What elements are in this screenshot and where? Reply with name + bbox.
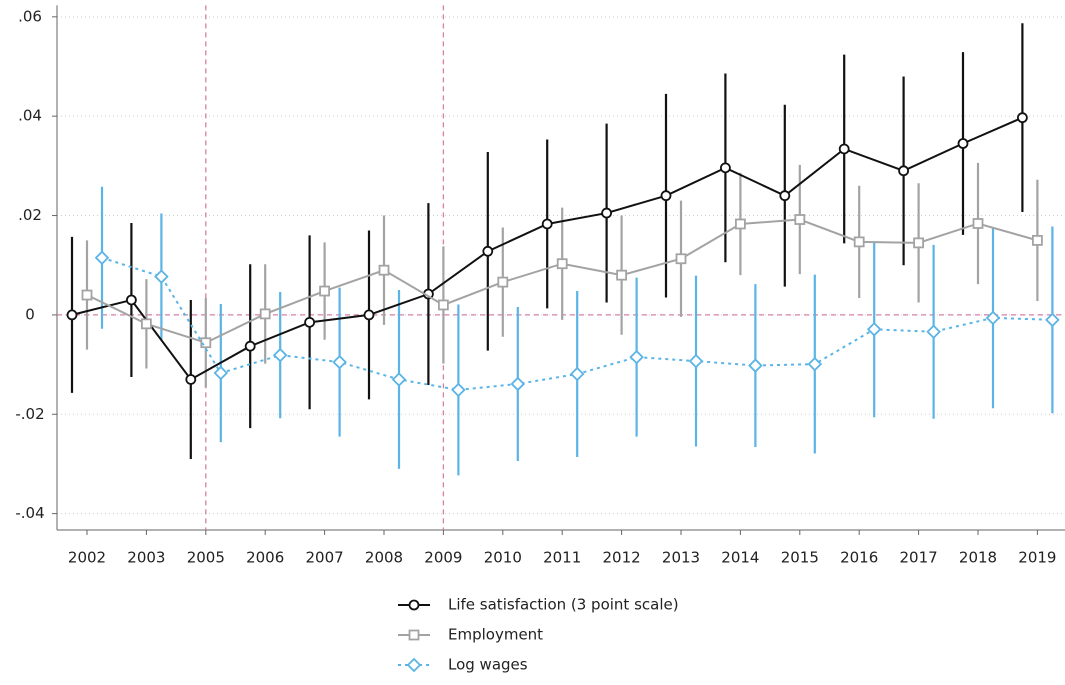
x-tick-label: 2013 xyxy=(662,549,700,567)
data-point xyxy=(748,358,763,373)
data-point xyxy=(94,250,110,266)
data-point xyxy=(866,322,882,337)
x-tick-label: 2008 xyxy=(365,549,403,567)
y-tick-label: .02 xyxy=(18,206,42,224)
data-point xyxy=(660,190,672,202)
data-point xyxy=(688,353,704,369)
data-point xyxy=(497,276,509,288)
data-point xyxy=(272,347,288,363)
x-tick-label: 2002 xyxy=(68,549,106,567)
data-point xyxy=(154,269,169,284)
data-point xyxy=(794,214,806,225)
data-point xyxy=(81,289,93,301)
legend-label: Employment xyxy=(448,626,543,644)
data-point xyxy=(332,354,347,370)
legend-marker xyxy=(406,657,422,673)
x-tick-label: 2015 xyxy=(781,549,819,567)
legend-label: Life satisfaction (3 point scale) xyxy=(448,596,679,614)
y-tick-label: .06 xyxy=(18,7,42,25)
x-tick-label: 2003 xyxy=(127,549,165,567)
data-point xyxy=(259,308,271,320)
data-point xyxy=(898,165,909,177)
x-tick-label: 2019 xyxy=(1018,549,1056,567)
x-tick-label: 2005 xyxy=(187,549,225,567)
data-point xyxy=(510,376,526,392)
data-point xyxy=(957,138,969,149)
y-tick-label: .04 xyxy=(18,107,42,125)
data-point xyxy=(541,218,553,230)
data-point xyxy=(244,340,256,352)
data-point xyxy=(735,218,746,230)
x-tick-label: 2006 xyxy=(246,549,284,567)
data-point xyxy=(913,237,924,249)
legend-label: Log wages xyxy=(448,656,528,674)
data-point xyxy=(378,264,390,276)
data-point xyxy=(125,294,137,306)
x-tick-label: 2007 xyxy=(306,549,344,567)
data-point xyxy=(569,366,585,382)
data-point xyxy=(556,258,568,270)
data-point xyxy=(985,310,1001,326)
x-tick-label: 2017 xyxy=(900,549,938,567)
data-point xyxy=(200,337,212,349)
data-point xyxy=(185,374,197,385)
y-tick-label: -.04 xyxy=(15,504,44,522)
data-point xyxy=(779,190,791,202)
x-tick-label: 2012 xyxy=(603,549,641,567)
x-tick-label: 2016 xyxy=(840,549,878,567)
x-tick-label: 2009 xyxy=(424,549,462,567)
data-point xyxy=(66,309,78,321)
data-point xyxy=(140,318,152,330)
data-point xyxy=(363,309,375,321)
data-point xyxy=(482,245,494,257)
data-point xyxy=(304,316,316,328)
data-point xyxy=(629,349,644,365)
data-point xyxy=(838,143,850,155)
data-point xyxy=(1017,112,1028,124)
data-point xyxy=(616,269,627,281)
data-point xyxy=(675,253,687,265)
data-point xyxy=(437,299,449,311)
data-point xyxy=(853,236,865,248)
x-tick-label: 2018 xyxy=(959,549,997,567)
data-point xyxy=(451,382,466,398)
data-point xyxy=(319,285,331,297)
x-tick-label: 2010 xyxy=(484,549,522,567)
x-tick-label: 2011 xyxy=(543,549,581,567)
legend-marker xyxy=(408,599,420,611)
data-point xyxy=(601,207,612,219)
data-point xyxy=(807,356,823,372)
data-point xyxy=(1032,234,1043,246)
data-point xyxy=(1045,312,1060,328)
x-tick-label: 2014 xyxy=(721,549,759,567)
data-point xyxy=(972,218,984,229)
y-tick-label: 0 xyxy=(25,305,35,323)
data-point xyxy=(926,324,941,340)
data-point xyxy=(213,365,229,381)
y-tick-label: -.02 xyxy=(15,405,44,423)
data-point xyxy=(720,162,731,174)
data-point xyxy=(391,372,407,387)
legend-marker xyxy=(408,629,420,641)
